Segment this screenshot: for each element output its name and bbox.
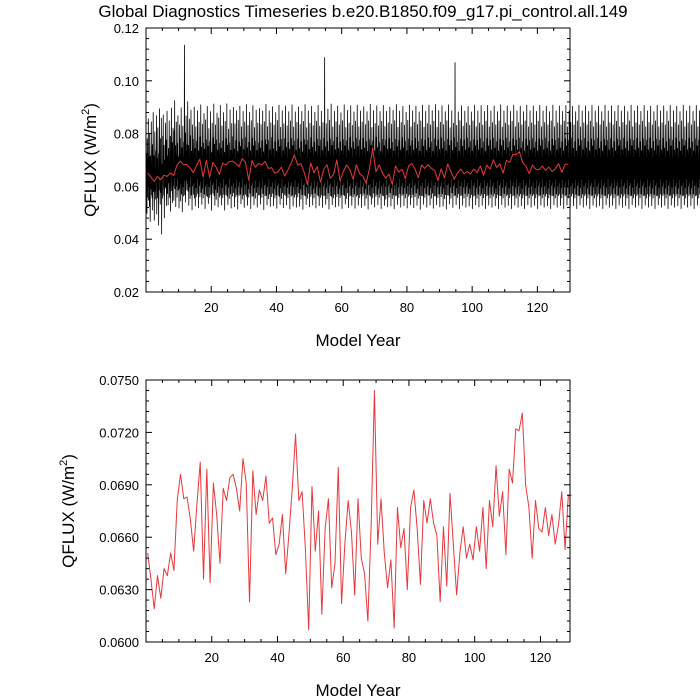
x-tick-label: 60 xyxy=(334,300,348,315)
plot-frame xyxy=(145,379,571,643)
y-tick-label: 0.0720 xyxy=(99,425,139,440)
x-axis-label: Model Year xyxy=(315,681,400,700)
y-axis-label-main: QFLUX (W/m xyxy=(81,115,100,217)
y-axis-label-main: QFLUX (W/m xyxy=(59,466,78,568)
x-tick-label: 20 xyxy=(205,650,219,665)
x-tick-label: 20 xyxy=(204,300,218,315)
chart-panel-2: 20 40 60 80 100 120 0.0600 0.0630 0.0660 0.0690 0.… xyxy=(58,373,572,700)
x-tick-label: 40 xyxy=(270,650,284,665)
y-tick-label: 0.0600 xyxy=(99,635,139,650)
x-tick-label: 100 xyxy=(464,650,486,665)
y-tick-label: 0.12 xyxy=(114,21,139,36)
monthly-series-line xyxy=(145,44,700,235)
y-tick-label: 0.0750 xyxy=(99,373,139,388)
x-tick-label: 80 xyxy=(402,650,416,665)
y-tick-label: 0.0630 xyxy=(99,583,139,598)
y-axis-label-close: ) xyxy=(81,103,100,109)
x-tick-label: 100 xyxy=(461,300,483,315)
x-tick-label: 60 xyxy=(336,650,350,665)
y-axis-label-superscript: 2 xyxy=(58,460,70,466)
figure-title: Global Diagnostics Timeseries b.e20.B185… xyxy=(98,2,627,21)
x-tick-label: 40 xyxy=(269,300,283,315)
x-tick-label: 80 xyxy=(400,300,414,315)
y-tick-label: 0.04 xyxy=(114,232,139,247)
y-axis-label-superscript: 2 xyxy=(80,109,92,115)
y-tick-label: 0.02 xyxy=(114,285,139,300)
panels: 20 40 60 80 100 120 0.02 0.04 0.06 0.08 0.10 0.12 Mo… xyxy=(58,21,700,700)
y-tick-label: 0.0690 xyxy=(99,478,139,493)
x-tick-label: 120 xyxy=(530,650,552,665)
x-axis-label: Model Year xyxy=(315,331,400,350)
y-tick-label: 0.08 xyxy=(114,127,139,142)
x-tick-label: 120 xyxy=(527,300,549,315)
annual-series-line xyxy=(147,147,569,186)
chart-panel-1: 20 40 60 80 100 120 0.02 0.04 0.06 0.08 0.10 0.12 Mo… xyxy=(80,21,700,350)
y-tick-label: 0.06 xyxy=(114,179,139,194)
annual-series-line xyxy=(147,389,572,631)
y-axis-label: QFLUX (W/m2) xyxy=(58,454,78,568)
y-tick-label: 0.10 xyxy=(114,74,139,89)
y-tick-label: 0.0660 xyxy=(99,530,139,545)
y-axis-label-close: ) xyxy=(59,454,78,460)
y-axis-label: QFLUX (W/m2) xyxy=(80,103,100,217)
